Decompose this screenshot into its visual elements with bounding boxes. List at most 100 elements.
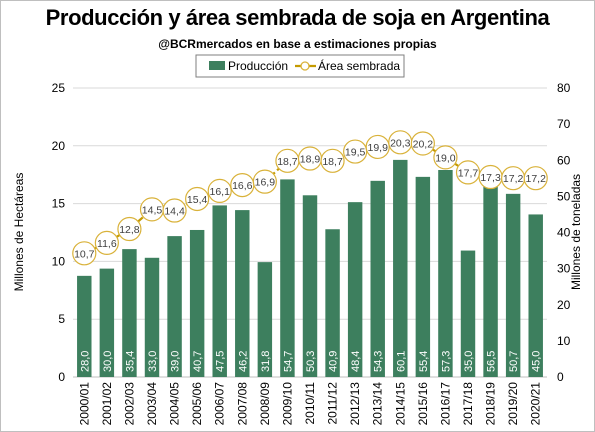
bar-produccion xyxy=(347,202,363,377)
bar-produccion xyxy=(257,262,273,377)
bar-produccion xyxy=(415,176,431,377)
bar-value-label: 55,4 xyxy=(418,351,430,372)
bar-value-label: 50,3 xyxy=(305,351,317,372)
x-tick-label: 2008/09 xyxy=(258,382,272,426)
x-tick-label: 2015/16 xyxy=(416,382,430,426)
bar-produccion xyxy=(483,172,498,377)
legend: Producción Área sembrada xyxy=(195,54,405,78)
line-point-area xyxy=(523,166,548,191)
line-value-label: 17,2 xyxy=(525,173,546,185)
line-value-label: 10,7 xyxy=(74,248,95,260)
bar-value-label: 57,3 xyxy=(440,351,452,372)
y-left-tick-label: 20 xyxy=(52,139,66,153)
line-point-area xyxy=(94,230,119,256)
line-value-label: 18,9 xyxy=(300,154,321,166)
x-tick-label: 2011/12 xyxy=(326,382,340,425)
y-right-tick-label: 10 xyxy=(557,334,571,348)
line-point-area xyxy=(185,186,210,212)
line-value-label: 17,2 xyxy=(503,173,524,185)
bar-produccion xyxy=(325,229,340,377)
line-value-label: 17,7 xyxy=(458,167,479,179)
bar-value-label: 45,0 xyxy=(531,351,543,372)
line-value-label: 14,5 xyxy=(142,204,163,216)
y-left-tick-label: 0 xyxy=(58,370,65,384)
bar-produccion xyxy=(460,250,476,377)
y-axis-left-title: Millones de Hectáreas xyxy=(12,173,26,292)
bar-produccion xyxy=(167,236,182,377)
bar-value-label: 40,9 xyxy=(328,351,340,372)
line-value-label: 19,5 xyxy=(345,147,366,159)
line-value-label: 17,3 xyxy=(480,172,501,184)
x-tick-label: 2016/17 xyxy=(438,382,452,426)
y-right-tick-label: 20 xyxy=(557,298,571,312)
line-value-label: 16,1 xyxy=(209,186,230,198)
bar-produccion xyxy=(99,268,115,377)
y-left-tick-label: 15 xyxy=(52,197,66,211)
x-tick-label: 2017/18 xyxy=(461,382,475,426)
y-right-tick-label: 50 xyxy=(557,189,571,203)
bar-value-label: 54,7 xyxy=(282,351,294,372)
x-tick-label: 2014/15 xyxy=(393,382,407,426)
line-point-area xyxy=(320,148,345,173)
line-value-label: 19,0 xyxy=(435,152,456,164)
chart-title: Producción y área sembrada de soja en Ar… xyxy=(45,5,550,30)
x-tick-label: 2003/04 xyxy=(145,382,159,426)
bar-value-label: 60,1 xyxy=(395,351,407,372)
bar-produccion xyxy=(122,249,137,377)
bar-value-label: 40,7 xyxy=(192,351,204,372)
line-value-label: 20,3 xyxy=(390,137,411,149)
bar-value-label: 46,2 xyxy=(237,351,249,372)
legend-label-area: Área sembrada xyxy=(318,58,400,73)
legend-label-produccion: Producción xyxy=(228,59,288,73)
line-value-label: 20,2 xyxy=(413,138,434,150)
bar-value-label: 30,0 xyxy=(102,351,114,372)
x-tick-label: 2019/20 xyxy=(506,382,520,426)
bar-produccion xyxy=(438,170,453,377)
x-tick-label: 2007/08 xyxy=(235,382,249,426)
bar-value-label: 33,0 xyxy=(147,351,159,372)
bar-value-label: 28,0 xyxy=(79,351,91,372)
bar-produccion xyxy=(189,229,205,377)
line-point-area xyxy=(162,198,187,223)
bar-produccion xyxy=(212,205,227,377)
bar-value-label: 35,0 xyxy=(463,351,475,372)
y-left-tick-label: 10 xyxy=(52,254,66,268)
line-value-label: 18,7 xyxy=(322,156,343,168)
x-tick-label: 2013/14 xyxy=(371,382,385,426)
bar-produccion xyxy=(235,210,250,377)
x-tick-label: 2004/05 xyxy=(168,382,182,426)
y-right-tick-label: 40 xyxy=(557,226,571,240)
line-point-area xyxy=(252,169,277,194)
x-tick-label: 2018/19 xyxy=(484,382,498,426)
bar-produccion xyxy=(505,193,521,377)
x-tick-label: 2001/02 xyxy=(100,382,114,426)
bar-value-label: 54,3 xyxy=(373,351,385,372)
legend-marker-swatch xyxy=(300,61,310,71)
bar-value-label: 48,4 xyxy=(350,351,362,372)
y-right-tick-label: 70 xyxy=(557,117,571,131)
y-left-tick-label: 5 xyxy=(58,312,65,326)
x-tick-label: 2009/10 xyxy=(280,382,294,426)
bar-value-label: 56,5 xyxy=(486,351,498,372)
y-right-tick-label: 30 xyxy=(557,262,571,276)
x-tick-label: 2005/06 xyxy=(190,382,204,426)
bar-value-label: 35,4 xyxy=(124,351,136,372)
line-value-label: 16,9 xyxy=(255,177,276,189)
line-value-label: 19,9 xyxy=(367,142,388,154)
x-tick-label: 2020/21 xyxy=(529,382,543,426)
legend-bar-swatch xyxy=(209,61,225,70)
line-point-area xyxy=(207,178,232,203)
bar-value-label: 39,0 xyxy=(170,351,182,372)
y-right-tick-label: 0 xyxy=(557,370,564,384)
y-right-tick-label: 60 xyxy=(557,153,571,167)
x-tick-label: 2000/01 xyxy=(77,382,91,426)
x-tick-label: 2002/03 xyxy=(122,382,136,426)
line-point-area xyxy=(72,241,97,266)
x-tick-label: 2012/13 xyxy=(348,382,362,426)
bar-produccion xyxy=(302,195,318,377)
x-tick-label: 2006/07 xyxy=(213,382,227,426)
line-value-label: 18,7 xyxy=(277,156,298,168)
bar-value-label: 50,7 xyxy=(508,351,520,372)
bar-produccion xyxy=(393,159,408,377)
